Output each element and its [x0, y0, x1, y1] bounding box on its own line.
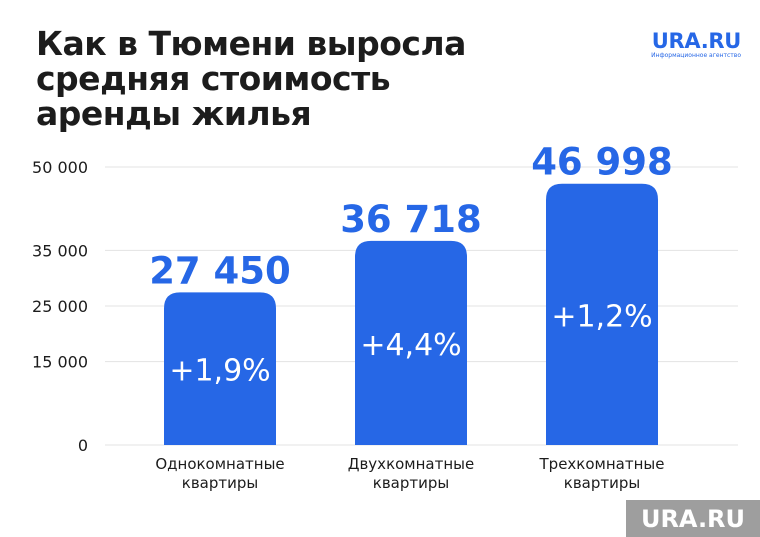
data-label-1: 36 718: [340, 198, 482, 241]
title-line-1: Как в Тюмени выросла: [36, 24, 466, 63]
y-tick-label-0: 0: [78, 436, 88, 455]
x-tick-label-2-1: квартиры: [564, 474, 640, 492]
change-label-2: +1,2%: [551, 299, 652, 334]
x-tick-label-1-1: квартиры: [373, 474, 449, 492]
title-line-3: аренды жилья: [36, 94, 312, 133]
x-tick-label-0-1: квартиры: [182, 474, 258, 492]
bar-2: [546, 183, 658, 446]
bar-1: [355, 240, 467, 445]
y-tick-label-4: 50 000: [32, 158, 88, 177]
ura-logo: URA.RU Информационное агентство: [637, 30, 741, 60]
y-tick-label-3: 35 000: [32, 241, 88, 260]
logo-subtitle: Информационное агентство: [651, 52, 741, 59]
data-label-0: 27 450: [149, 249, 291, 292]
bar-0: [164, 292, 276, 445]
x-tick-label-0-0: Однокомнатные: [155, 455, 284, 473]
chart-title: Как в Тюмени выросла средняя стоимость а…: [36, 26, 556, 131]
y-tick-label-2: 25 000: [32, 297, 88, 316]
title-line-2: средняя стоимость: [36, 59, 391, 98]
x-tick-label-1-0: Двухкомнатные: [348, 455, 474, 473]
x-tick-label-2-0: Трехкомнатные: [539, 455, 665, 473]
data-label-2: 46 998: [531, 141, 673, 184]
y-tick-label-1: 15 000: [32, 353, 88, 372]
change-label-1: +4,4%: [360, 328, 461, 363]
change-label-0: +1,9%: [169, 354, 270, 389]
watermark: URA.RU: [626, 500, 760, 537]
logo-name: URA.RU: [651, 29, 742, 53]
